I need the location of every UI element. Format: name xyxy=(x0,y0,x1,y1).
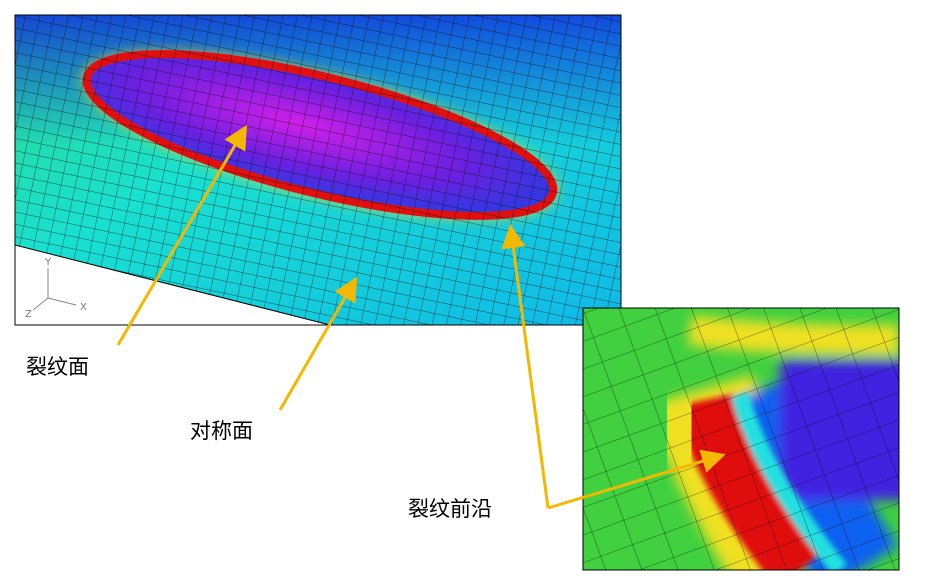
axis-z-label: Z xyxy=(25,309,32,320)
label-crack-surface: 裂纹面 xyxy=(26,355,89,379)
axis-y-label: Y xyxy=(44,257,52,268)
inset-frame xyxy=(582,307,900,571)
main-model-view xyxy=(15,15,621,325)
label-crack-front: 裂纹前沿 xyxy=(408,497,492,521)
inset-view xyxy=(583,308,899,570)
axes-triad xyxy=(32,268,77,311)
main-frame xyxy=(14,14,622,326)
label-symmetry-plane: 对称面 xyxy=(190,419,253,443)
annotation-arrows xyxy=(116,124,726,510)
axis-x-label: X xyxy=(80,302,87,313)
